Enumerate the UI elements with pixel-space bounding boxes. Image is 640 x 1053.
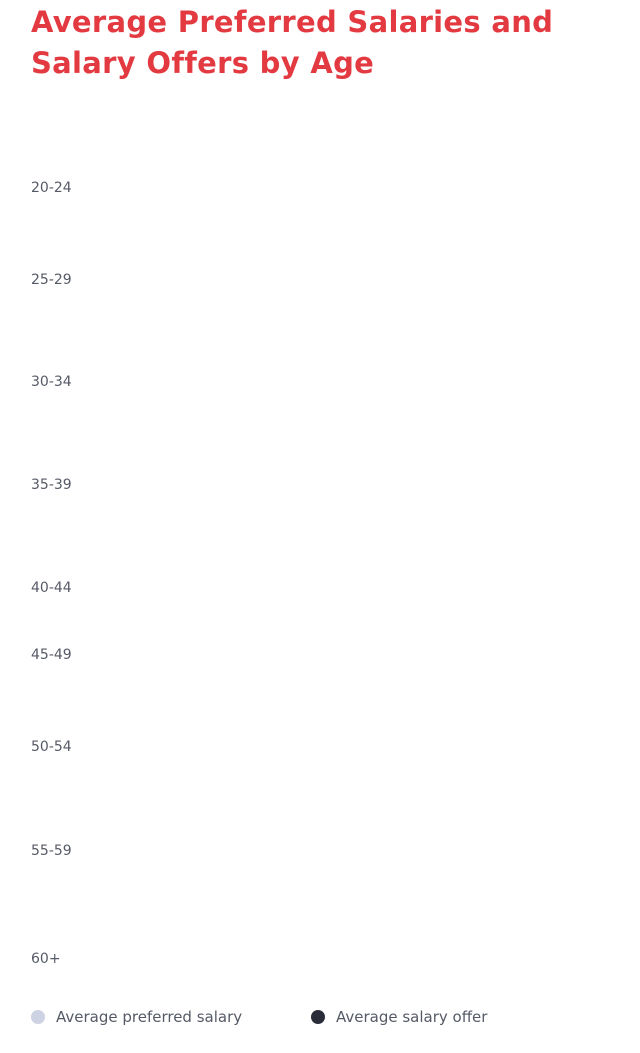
legend-item-offer: Average salary offer <box>311 1006 487 1028</box>
category-label-40-44: 40-44 <box>31 580 72 596</box>
category-label-20-24: 20-24 <box>31 180 72 196</box>
chart-title: Average Preferred Salaries and Salary Of… <box>31 5 554 80</box>
legend-label-preferred: Average preferred salary <box>56 1008 243 1026</box>
legend-swatch-offer <box>311 1010 325 1024</box>
category-label-50-54: 50-54 <box>31 739 72 755</box>
category-label-60+: 60+ <box>31 951 61 967</box>
category-label-25-29: 25-29 <box>31 272 72 288</box>
category-label-30-34: 30-34 <box>31 374 72 390</box>
category-label-35-39: 35-39 <box>31 477 72 493</box>
category-label-45-49: 45-49 <box>31 647 72 663</box>
category-label-55-59: 55-59 <box>31 843 72 859</box>
legend-swatch-preferred <box>31 1010 45 1024</box>
salary-bar-chart: $104K$113K20-24$119K$126K25-29$137K$140K… <box>31 180 72 967</box>
legend-label-offer: Average salary offer <box>336 1008 488 1026</box>
legend-item-preferred: Average preferred salary <box>31 1006 242 1028</box>
